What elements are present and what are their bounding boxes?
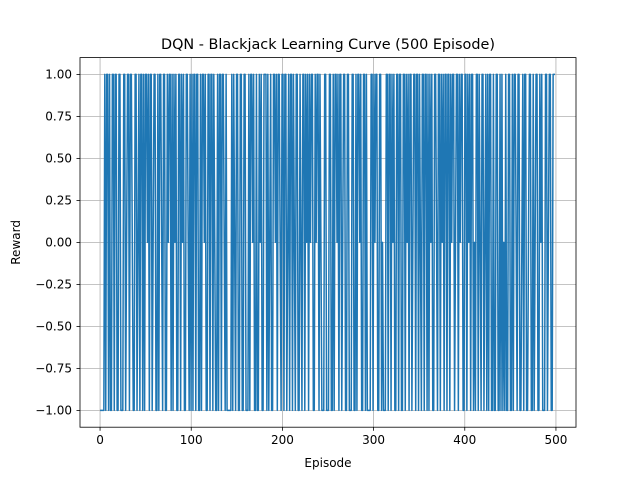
y-tick-label: 0.00	[45, 236, 72, 250]
x-tick-label: 100	[180, 433, 203, 447]
x-tick-label: 200	[271, 433, 294, 447]
y-axis-title: Reward	[9, 220, 23, 265]
y-tick-label: 0.25	[45, 194, 72, 208]
y-tick-label: −1.00	[35, 404, 72, 418]
x-tick-label: 0	[96, 433, 104, 447]
y-tick-label: 0.75	[45, 110, 72, 124]
x-tick-label: 500	[544, 433, 567, 447]
y-tick-label: −0.75	[35, 362, 72, 376]
y-tick-label: −0.50	[35, 320, 72, 334]
x-axis-title: Episode	[304, 456, 351, 470]
y-tick-label: 1.00	[45, 68, 72, 82]
y-axis-ticks: −1.00 −0.75 −0.50 −0.25 0.00 0.25 0.50 0.75 1.00	[35, 68, 80, 418]
x-axis-ticks: 0 100 200 300 400 500	[96, 427, 567, 447]
x-tick-label: 400	[453, 433, 476, 447]
y-tick-label: 0.50	[45, 152, 72, 166]
y-tick-label: −0.25	[35, 278, 72, 292]
series-line-reward	[100, 73, 556, 412]
series-layer	[100, 73, 556, 412]
chart-title: DQN - Blackjack Learning Curve (500 Epis…	[161, 37, 495, 53]
x-tick-label: 300	[362, 433, 385, 447]
